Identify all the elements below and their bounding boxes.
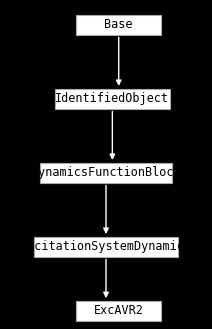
- Text: Base: Base: [105, 18, 133, 31]
- Text: IdentifiedObject: IdentifiedObject: [55, 92, 169, 105]
- FancyBboxPatch shape: [34, 237, 178, 257]
- FancyBboxPatch shape: [76, 15, 161, 35]
- FancyBboxPatch shape: [76, 301, 161, 321]
- Text: DynamicsFunctionBlock: DynamicsFunctionBlock: [31, 166, 181, 179]
- Text: ExcAVR2: ExcAVR2: [94, 304, 144, 317]
- FancyBboxPatch shape: [40, 163, 172, 183]
- FancyBboxPatch shape: [55, 89, 170, 109]
- Text: ExcitationSystemDynamics: ExcitationSystemDynamics: [21, 240, 191, 253]
